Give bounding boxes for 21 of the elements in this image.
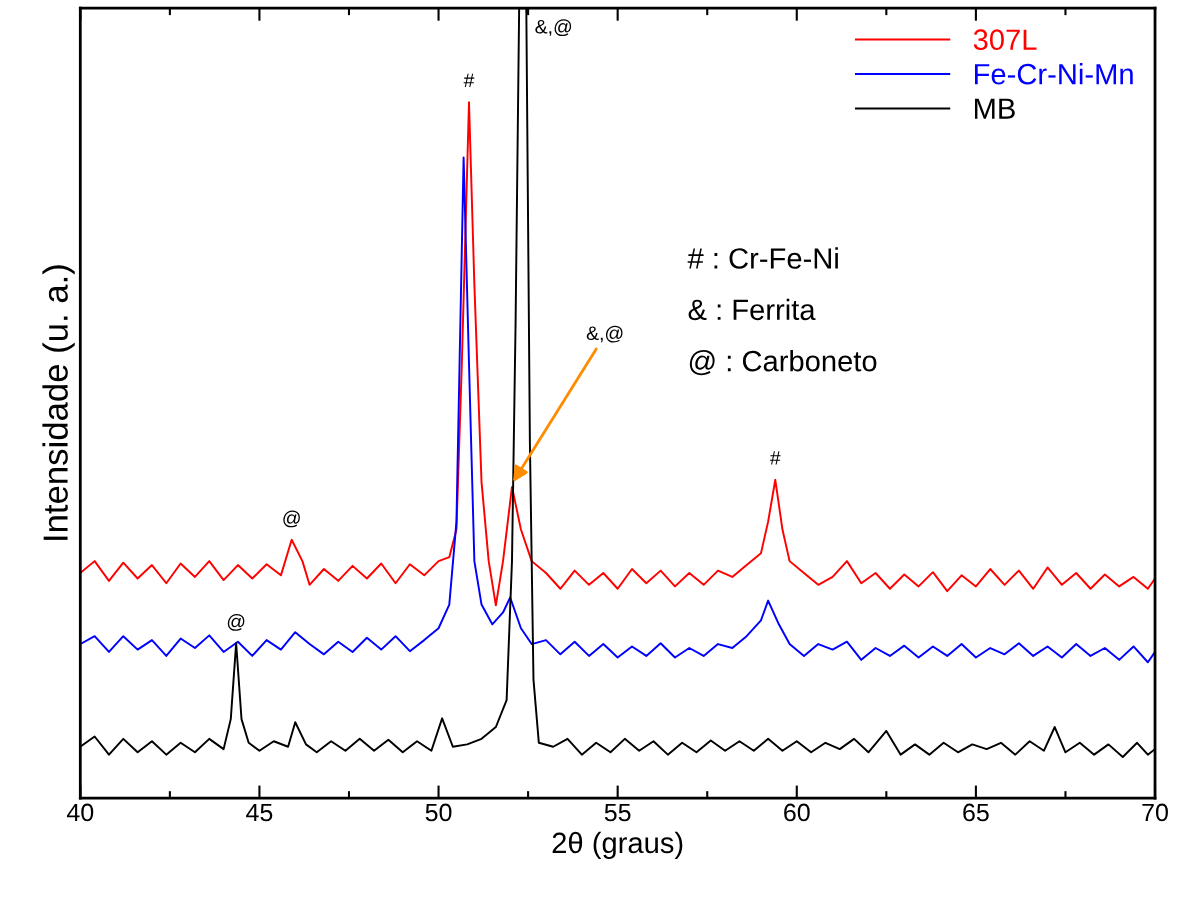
x-tick-label: 50	[425, 803, 452, 822]
annotation: @	[283, 510, 300, 528]
x-tick-label: 65	[963, 803, 989, 822]
annotation: & : Ferrita	[688, 298, 816, 321]
annotation: &,@	[586, 325, 623, 343]
annotation: &,@	[535, 19, 572, 37]
x-tick-label: 60	[784, 803, 810, 822]
x-tick-label: 40	[66, 803, 94, 822]
x-tick-label: 45	[246, 803, 273, 822]
annotation: #	[769, 451, 781, 465]
annotation: # : Cr-Fe-Ni	[687, 247, 838, 269]
legend-label: 307L	[973, 29, 1037, 51]
legend-label: Fe-Cr-Ni-Mn	[974, 63, 1133, 85]
annotation: @	[227, 614, 245, 631]
annotation: #	[463, 73, 475, 88]
x-axis-title: 2θ (graus)	[552, 831, 683, 860]
y-axis-title: Intensidade (u. a.)	[42, 265, 75, 540]
x-tick-label: 55	[604, 803, 631, 822]
x-tick-label: 70	[1142, 803, 1168, 822]
annotation: @ : Carboneto	[689, 350, 877, 376]
legend-label: MB	[974, 98, 1015, 119]
